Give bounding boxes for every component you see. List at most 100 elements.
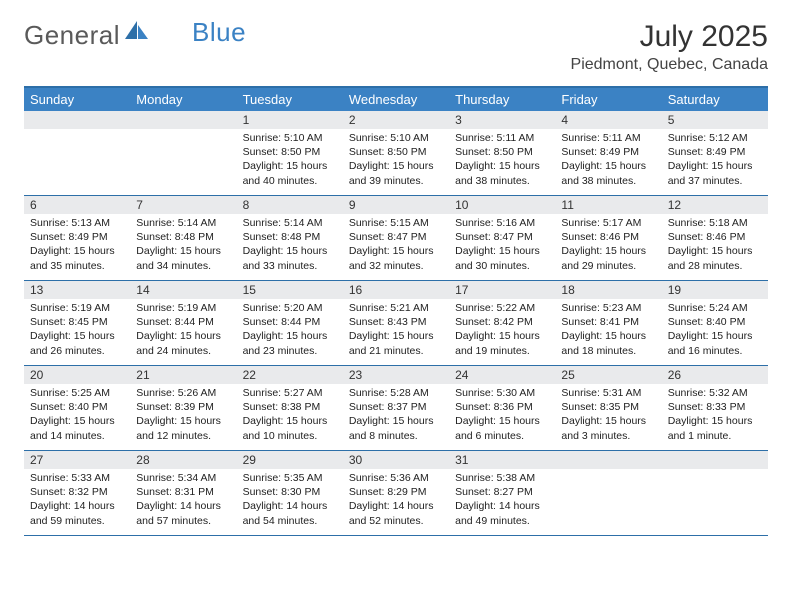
day-details: Sunrise: 5:11 AMSunset: 8:49 PMDaylight:…	[555, 129, 661, 192]
sunset-text: Sunset: 8:35 PM	[561, 400, 655, 414]
calendar-week: 20Sunrise: 5:25 AMSunset: 8:40 PMDayligh…	[24, 366, 768, 451]
sunset-text: Sunset: 8:32 PM	[30, 485, 124, 499]
calendar-week: 6Sunrise: 5:13 AMSunset: 8:49 PMDaylight…	[24, 196, 768, 281]
daylight-text: Daylight: 15 hours and 6 minutes.	[455, 414, 549, 442]
day-number: 5	[662, 111, 768, 129]
day-details: Sunrise: 5:13 AMSunset: 8:49 PMDaylight:…	[24, 214, 130, 277]
sunset-text: Sunset: 8:48 PM	[243, 230, 337, 244]
calendar-cell: 21Sunrise: 5:26 AMSunset: 8:39 PMDayligh…	[130, 366, 236, 450]
sunrise-text: Sunrise: 5:34 AM	[136, 471, 230, 485]
sunrise-text: Sunrise: 5:16 AM	[455, 216, 549, 230]
day-details	[555, 469, 661, 475]
dayhead-saturday: Saturday	[662, 88, 768, 111]
day-details: Sunrise: 5:14 AMSunset: 8:48 PMDaylight:…	[237, 214, 343, 277]
calendar-cell: 13Sunrise: 5:19 AMSunset: 8:45 PMDayligh…	[24, 281, 130, 365]
sunrise-text: Sunrise: 5:17 AM	[561, 216, 655, 230]
sunset-text: Sunset: 8:27 PM	[455, 485, 549, 499]
sunrise-text: Sunrise: 5:38 AM	[455, 471, 549, 485]
day-number: 6	[24, 196, 130, 214]
sunset-text: Sunset: 8:40 PM	[30, 400, 124, 414]
day-number: 13	[24, 281, 130, 299]
calendar-cell: 2Sunrise: 5:10 AMSunset: 8:50 PMDaylight…	[343, 111, 449, 195]
day-details: Sunrise: 5:35 AMSunset: 8:30 PMDaylight:…	[237, 469, 343, 532]
daylight-text: Daylight: 15 hours and 24 minutes.	[136, 329, 230, 357]
day-details: Sunrise: 5:16 AMSunset: 8:47 PMDaylight:…	[449, 214, 555, 277]
day-details: Sunrise: 5:38 AMSunset: 8:27 PMDaylight:…	[449, 469, 555, 532]
calendar-week: 27Sunrise: 5:33 AMSunset: 8:32 PMDayligh…	[24, 451, 768, 536]
calendar-week: 1Sunrise: 5:10 AMSunset: 8:50 PMDaylight…	[24, 111, 768, 196]
month-title: July 2025	[571, 20, 768, 54]
day-details: Sunrise: 5:26 AMSunset: 8:39 PMDaylight:…	[130, 384, 236, 447]
daylight-text: Daylight: 15 hours and 32 minutes.	[349, 244, 443, 272]
daylight-text: Daylight: 15 hours and 19 minutes.	[455, 329, 549, 357]
day-details: Sunrise: 5:22 AMSunset: 8:42 PMDaylight:…	[449, 299, 555, 362]
sunrise-text: Sunrise: 5:22 AM	[455, 301, 549, 315]
calendar-cell: 4Sunrise: 5:11 AMSunset: 8:49 PMDaylight…	[555, 111, 661, 195]
calendar-cell: 19Sunrise: 5:24 AMSunset: 8:40 PMDayligh…	[662, 281, 768, 365]
day-details: Sunrise: 5:11 AMSunset: 8:50 PMDaylight:…	[449, 129, 555, 192]
day-number: 3	[449, 111, 555, 129]
sunrise-text: Sunrise: 5:30 AM	[455, 386, 549, 400]
daylight-text: Daylight: 15 hours and 40 minutes.	[243, 159, 337, 187]
daylight-text: Daylight: 15 hours and 38 minutes.	[561, 159, 655, 187]
day-details: Sunrise: 5:15 AMSunset: 8:47 PMDaylight:…	[343, 214, 449, 277]
calendar-cell	[130, 111, 236, 195]
day-details: Sunrise: 5:14 AMSunset: 8:48 PMDaylight:…	[130, 214, 236, 277]
day-number	[130, 111, 236, 129]
daylight-text: Daylight: 15 hours and 29 minutes.	[561, 244, 655, 272]
day-details: Sunrise: 5:10 AMSunset: 8:50 PMDaylight:…	[237, 129, 343, 192]
daylight-text: Daylight: 15 hours and 12 minutes.	[136, 414, 230, 442]
dayhead-tuesday: Tuesday	[237, 88, 343, 111]
calendar-cell: 15Sunrise: 5:20 AMSunset: 8:44 PMDayligh…	[237, 281, 343, 365]
day-details: Sunrise: 5:28 AMSunset: 8:37 PMDaylight:…	[343, 384, 449, 447]
day-number: 7	[130, 196, 236, 214]
daylight-text: Daylight: 15 hours and 33 minutes.	[243, 244, 337, 272]
day-number: 1	[237, 111, 343, 129]
day-number: 31	[449, 451, 555, 469]
day-number: 8	[237, 196, 343, 214]
day-number: 19	[662, 281, 768, 299]
daylight-text: Daylight: 15 hours and 37 minutes.	[668, 159, 762, 187]
sunrise-text: Sunrise: 5:20 AM	[243, 301, 337, 315]
sunrise-text: Sunrise: 5:13 AM	[30, 216, 124, 230]
calendar-cell: 7Sunrise: 5:14 AMSunset: 8:48 PMDaylight…	[130, 196, 236, 280]
day-details: Sunrise: 5:31 AMSunset: 8:35 PMDaylight:…	[555, 384, 661, 447]
calendar-cell: 17Sunrise: 5:22 AMSunset: 8:42 PMDayligh…	[449, 281, 555, 365]
day-number: 12	[662, 196, 768, 214]
daylight-text: Daylight: 15 hours and 23 minutes.	[243, 329, 337, 357]
sunrise-text: Sunrise: 5:31 AM	[561, 386, 655, 400]
day-number: 18	[555, 281, 661, 299]
calendar-cell: 9Sunrise: 5:15 AMSunset: 8:47 PMDaylight…	[343, 196, 449, 280]
sunrise-text: Sunrise: 5:24 AM	[668, 301, 762, 315]
day-number: 20	[24, 366, 130, 384]
page-header: General Blue July 2025 Piedmont, Quebec,…	[24, 20, 768, 74]
sunset-text: Sunset: 8:49 PM	[30, 230, 124, 244]
sunrise-text: Sunrise: 5:18 AM	[668, 216, 762, 230]
sunset-text: Sunset: 8:50 PM	[455, 145, 549, 159]
daylight-text: Daylight: 15 hours and 14 minutes.	[30, 414, 124, 442]
sunset-text: Sunset: 8:38 PM	[243, 400, 337, 414]
calendar-cell: 27Sunrise: 5:33 AMSunset: 8:32 PMDayligh…	[24, 451, 130, 535]
calendar-cell	[555, 451, 661, 535]
sunset-text: Sunset: 8:44 PM	[243, 315, 337, 329]
calendar-cell: 10Sunrise: 5:16 AMSunset: 8:47 PMDayligh…	[449, 196, 555, 280]
sunrise-text: Sunrise: 5:11 AM	[455, 131, 549, 145]
daylight-text: Daylight: 15 hours and 16 minutes.	[668, 329, 762, 357]
sunrise-text: Sunrise: 5:19 AM	[136, 301, 230, 315]
calendar-cell: 30Sunrise: 5:36 AMSunset: 8:29 PMDayligh…	[343, 451, 449, 535]
calendar-cell: 6Sunrise: 5:13 AMSunset: 8:49 PMDaylight…	[24, 196, 130, 280]
day-number: 28	[130, 451, 236, 469]
sunrise-text: Sunrise: 5:14 AM	[243, 216, 337, 230]
sunset-text: Sunset: 8:31 PM	[136, 485, 230, 499]
calendar-cell: 24Sunrise: 5:30 AMSunset: 8:36 PMDayligh…	[449, 366, 555, 450]
day-details	[662, 469, 768, 475]
day-number: 23	[343, 366, 449, 384]
day-details	[24, 129, 130, 135]
day-number: 24	[449, 366, 555, 384]
day-number: 4	[555, 111, 661, 129]
sunrise-text: Sunrise: 5:14 AM	[136, 216, 230, 230]
sunrise-text: Sunrise: 5:35 AM	[243, 471, 337, 485]
daylight-text: Daylight: 15 hours and 38 minutes.	[455, 159, 549, 187]
day-details: Sunrise: 5:27 AMSunset: 8:38 PMDaylight:…	[237, 384, 343, 447]
sunrise-text: Sunrise: 5:23 AM	[561, 301, 655, 315]
